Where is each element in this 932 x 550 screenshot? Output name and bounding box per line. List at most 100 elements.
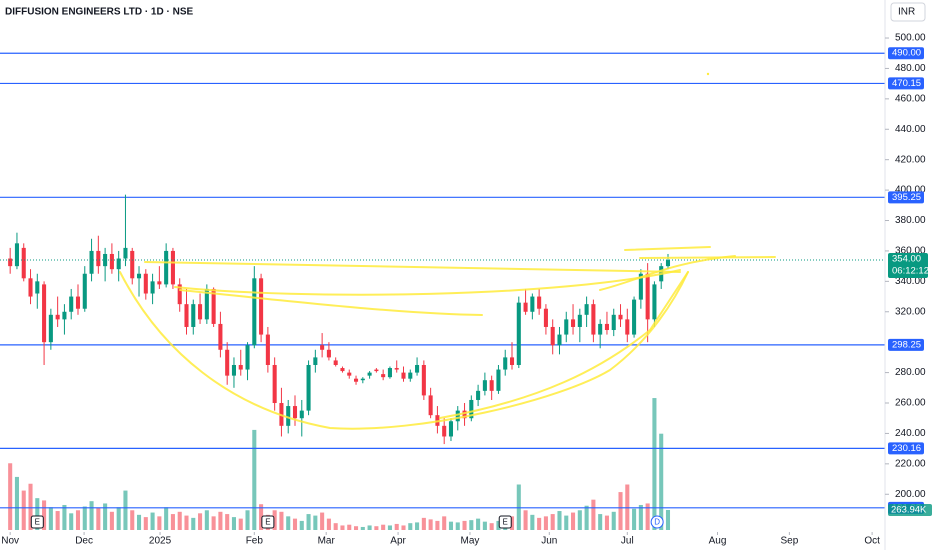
volume-bar — [435, 520, 440, 530]
y-tick-label: 420.00 — [895, 154, 926, 165]
volume-bar — [652, 398, 657, 530]
candle-body — [306, 364, 311, 411]
candle-body — [394, 368, 399, 370]
candle-body — [442, 425, 447, 437]
volume-bar — [96, 508, 101, 530]
volume-bar — [448, 521, 454, 530]
currency-box[interactable] — [890, 2, 926, 22]
volume-bar — [150, 512, 155, 530]
volume-bar — [69, 513, 74, 530]
volume-bar — [659, 433, 664, 530]
candle-body — [496, 369, 501, 391]
trend-line — [144, 261, 681, 273]
candle-body — [367, 372, 372, 376]
last-volume-box — [888, 503, 932, 516]
volume-bar — [428, 519, 433, 530]
volume-bar — [604, 515, 609, 530]
candle-body — [604, 323, 609, 331]
volume-bar — [245, 510, 250, 530]
event-marker — [30, 515, 44, 529]
currency[interactable]: INR — [898, 7, 915, 18]
x-tick-label: Sep — [780, 536, 798, 547]
volume-bar — [48, 507, 53, 530]
candle-body — [421, 364, 426, 396]
volume-bar — [462, 520, 467, 530]
candle-body — [286, 406, 291, 426]
candle-body — [69, 296, 74, 312]
volume-bar — [584, 505, 589, 530]
event-label: E — [265, 518, 270, 527]
candle-body — [21, 247, 26, 279]
candle-body — [387, 368, 392, 378]
candle-body — [35, 281, 40, 294]
candle-body — [435, 415, 440, 426]
candle-body — [618, 314, 623, 320]
candle-body — [564, 319, 569, 335]
candle-body — [381, 374, 386, 378]
candle-body — [611, 314, 616, 331]
volume-bar — [292, 518, 298, 530]
candle-body — [8, 258, 13, 267]
candle-body — [89, 250, 94, 274]
candle-body — [469, 399, 474, 419]
candle-body — [326, 349, 331, 358]
level-label: 298.25 — [892, 339, 921, 350]
candle-body — [448, 421, 454, 437]
volume-bar — [259, 504, 264, 530]
x-tick-label: Mar — [318, 536, 336, 547]
candle-body — [238, 364, 243, 370]
volume-bar — [645, 503, 650, 530]
volume-bar — [401, 525, 406, 530]
trend-line — [624, 246, 711, 251]
volume-bar — [354, 526, 359, 530]
candle-body — [252, 278, 257, 346]
volume-bar — [164, 507, 169, 530]
volume-bar — [252, 429, 257, 530]
volume-bar — [455, 522, 460, 530]
chart-title: DIFFUSION ENGINEERS LTD · 1D · NSE — [5, 7, 193, 18]
trend-line — [599, 255, 736, 291]
volume-bar — [632, 508, 637, 530]
candle-body — [48, 314, 53, 343]
level-label-box — [888, 338, 924, 351]
candle-body — [347, 372, 352, 376]
volume-bar — [35, 498, 40, 530]
candle-body — [340, 368, 345, 372]
volume-bar — [367, 525, 372, 530]
candle-body — [55, 314, 60, 320]
candle-body — [231, 364, 236, 376]
volume-bar — [238, 518, 243, 530]
candle-body — [320, 345, 325, 350]
candle-body — [62, 311, 67, 320]
volume-bar — [62, 504, 67, 530]
candle-body — [408, 372, 413, 379]
volume-bar — [326, 518, 331, 530]
volume-bar — [198, 513, 203, 530]
volume-bar — [89, 501, 94, 530]
volume-bar — [75, 510, 81, 530]
volume-bar — [225, 514, 230, 530]
volume-bar — [347, 524, 352, 530]
candle-body — [130, 250, 135, 279]
candle-body — [415, 364, 420, 373]
event-label: D — [654, 518, 660, 527]
candle-body — [299, 410, 304, 419]
candle-body — [557, 334, 562, 346]
candle-body — [652, 284, 657, 320]
volume-bar — [218, 511, 223, 530]
volume-bar — [286, 516, 291, 530]
candle-body — [75, 296, 81, 309]
candle-body — [638, 273, 643, 300]
candle-body — [333, 360, 338, 365]
y-tick-label: 200.00 — [895, 489, 926, 500]
volume-bar — [177, 511, 182, 530]
candle-body — [632, 299, 637, 335]
x-tick-label: Apr — [390, 536, 406, 547]
volume-bar — [116, 507, 121, 530]
volume-bar — [469, 520, 474, 530]
volume-bar — [136, 514, 142, 530]
level-label: 395.25 — [892, 192, 921, 203]
candle-body — [476, 390, 481, 400]
volume-bar — [381, 524, 386, 530]
y-tick-label: 460.00 — [895, 93, 926, 104]
